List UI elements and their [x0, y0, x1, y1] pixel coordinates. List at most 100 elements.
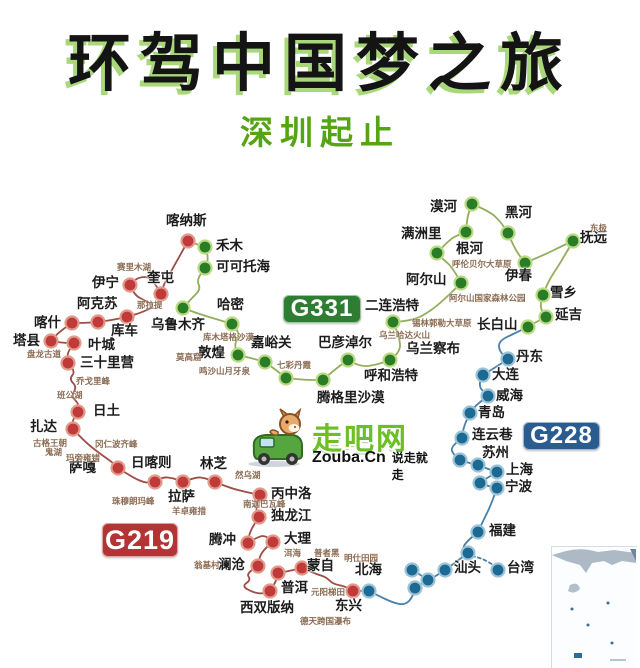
- map-node-dot: [224, 316, 240, 332]
- map-node-dot: [265, 534, 281, 550]
- map-node-dot: [257, 354, 273, 370]
- route-line: [182, 267, 206, 309]
- city-label: 威海: [496, 388, 523, 403]
- city-label: 阿克苏: [77, 296, 118, 311]
- city-label: 库车: [111, 323, 138, 338]
- city-label: 哈密: [217, 297, 244, 312]
- city-label: 大连: [492, 367, 519, 382]
- city-label: 喀什: [34, 315, 61, 330]
- map-node-dot: [385, 314, 401, 330]
- city-label: 长白山: [477, 317, 518, 332]
- city-label: 可可托海: [216, 259, 270, 274]
- city-label: 宁波: [505, 479, 532, 494]
- map-node-dot: [250, 558, 266, 574]
- route-line: [524, 240, 574, 264]
- map-node-dot: [404, 562, 420, 578]
- attraction-label: 呼伦贝尔大草原: [452, 259, 512, 269]
- attraction-label: 洱海: [284, 548, 302, 558]
- city-label: 禾木: [216, 238, 243, 253]
- page-subtitle: 深圳起止: [240, 114, 400, 151]
- city-label: 嘉峪关: [251, 335, 292, 350]
- city-label: 独龙江: [271, 508, 312, 523]
- route-line: [498, 326, 529, 360]
- attraction-label: 元阳梯田: [311, 587, 346, 597]
- map-node-dot: [70, 404, 86, 420]
- city-label: 汕头: [454, 560, 481, 575]
- city-label: 塔县: [13, 333, 40, 348]
- map-node-dot: [453, 275, 469, 291]
- map-node-dot: [480, 388, 496, 404]
- city-label: 抚远: [580, 230, 607, 245]
- map-node-dot: [252, 487, 268, 503]
- city-label: 伊宁: [92, 275, 119, 290]
- map-node-dot: [535, 287, 551, 303]
- attraction-label: 普者黑: [314, 548, 340, 558]
- map-node-dot: [64, 315, 80, 331]
- city-label: 黑河: [505, 205, 532, 220]
- attraction-label: 班公湖: [57, 390, 83, 400]
- map-node-dot: [429, 245, 445, 261]
- map-node-dot: [65, 421, 81, 437]
- city-label: 上海: [506, 462, 533, 477]
- map-node-dot: [470, 524, 486, 540]
- region-label: 乌兰察布: [406, 341, 460, 356]
- city-label: 延吉: [555, 307, 582, 322]
- map-node-dot: [207, 474, 223, 490]
- attraction-label: 那拉提: [137, 300, 163, 310]
- route-line: [392, 282, 462, 323]
- attraction-label: 盘龙古道: [27, 349, 62, 359]
- map-node-dot: [452, 452, 468, 468]
- route-line: [347, 359, 391, 368]
- route-line: [471, 555, 498, 568]
- page-title: 环驾中国梦之旅: [68, 29, 572, 99]
- map-node-dot: [361, 583, 377, 599]
- highway-sign-g331: G331: [283, 295, 361, 323]
- map-node-dot: [500, 351, 516, 367]
- attraction-label: 冈仁波齐峰: [95, 439, 138, 449]
- map-node-dot: [538, 309, 554, 325]
- map-node-dot: [119, 309, 135, 325]
- city-label: 漠河: [430, 199, 457, 214]
- attraction-label: 然乌湖: [235, 470, 261, 480]
- map-node-dot: [462, 405, 478, 421]
- map-node-dot: [251, 509, 267, 525]
- attraction-label: 羊卓雍措: [172, 506, 207, 516]
- attraction-label: 鬼湖: [45, 447, 63, 457]
- map-node-dot: [489, 464, 505, 480]
- city-label: 巴彦淖尔: [318, 335, 372, 350]
- map-node-dot: [489, 480, 505, 496]
- map-node-dot: [175, 300, 191, 316]
- logo-site-name: 走吧网: [312, 423, 408, 456]
- city-label: 青岛: [478, 405, 505, 420]
- city-label: 腾冲: [209, 532, 236, 547]
- route-line: [126, 284, 154, 318]
- city-label: 三十里营: [80, 355, 134, 370]
- map-node-dot: [458, 224, 474, 240]
- map-node-dot: [520, 319, 536, 335]
- map-node-dot: [180, 233, 196, 249]
- city-label: 大理: [284, 531, 311, 546]
- attraction-label: 翁基村: [194, 560, 220, 570]
- map-node-dot: [437, 562, 453, 578]
- attraction-label: 乔戈里峰: [76, 376, 111, 386]
- city-label: 拉萨: [168, 489, 195, 504]
- map-node-dot: [278, 370, 294, 386]
- map-node-dot: [315, 372, 331, 388]
- city-label: 萨嘎: [69, 460, 96, 475]
- city-label: 根河: [456, 241, 483, 256]
- route-line: [214, 481, 261, 496]
- map-node-dot: [147, 474, 163, 490]
- map-node-dot: [470, 457, 486, 473]
- city-label: 丹东: [516, 349, 543, 364]
- region-label: 腾格里沙漠: [317, 390, 385, 405]
- map-node-dot: [122, 277, 138, 293]
- attraction-label: 乌兰哈达火山: [379, 330, 431, 340]
- map-node-dot: [565, 233, 581, 249]
- city-label: 伊春: [505, 268, 532, 283]
- city-label: 扎达: [30, 419, 57, 434]
- highway-sign-g228: G228: [523, 422, 600, 450]
- map-node-dot: [475, 367, 491, 383]
- attraction-label: 东极: [590, 223, 608, 233]
- logo-slogan: 说走就走: [391, 451, 428, 482]
